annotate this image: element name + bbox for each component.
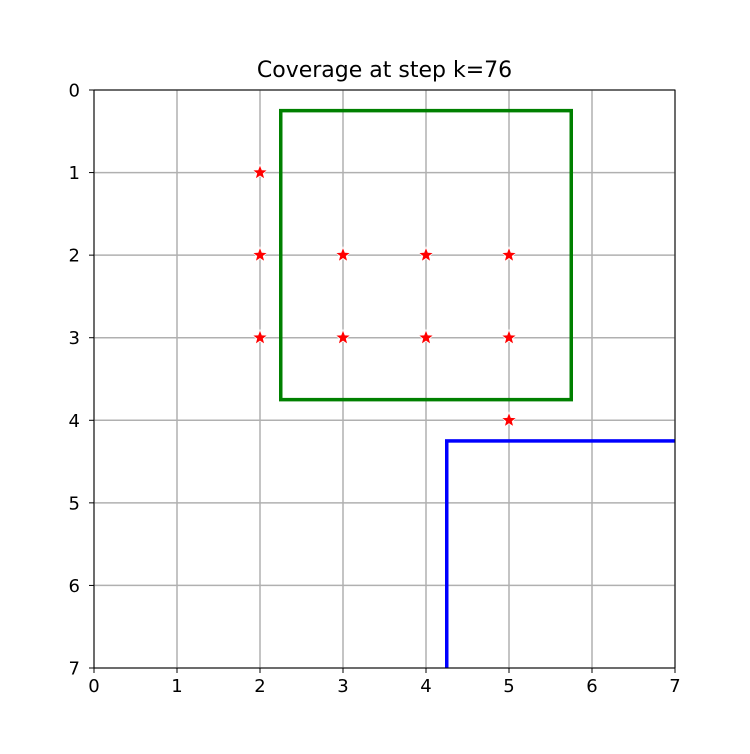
x-tick-label: 5 — [503, 676, 514, 697]
plot-background — [94, 90, 675, 668]
x-tick-label: 4 — [420, 676, 431, 697]
coverage-rectangle-1 — [279, 108, 573, 402]
target-point-star — [334, 246, 352, 263]
target-point-star — [334, 328, 352, 346]
target-point-star — [417, 246, 435, 263]
coverage-regions — [279, 108, 675, 668]
y-tick-label: 7 — [69, 659, 80, 680]
x-tick-label: 6 — [586, 676, 597, 697]
x-tick-label: 1 — [171, 676, 182, 697]
target-point-star — [500, 411, 518, 428]
x-tick-label: 2 — [254, 676, 265, 697]
target-point-star — [417, 328, 435, 346]
y-tick-label: 3 — [69, 328, 80, 349]
coverage-rectangle-2 — [445, 439, 675, 668]
y-tick-label: 1 — [69, 163, 80, 184]
target-point-star — [500, 328, 518, 346]
y-tick-label: 2 — [69, 246, 80, 267]
x-tick-label: 0 — [88, 676, 99, 697]
chart-title: Coverage at step k=76 — [257, 58, 512, 83]
y-tick-label: 6 — [69, 576, 80, 597]
y-tick-label: 0 — [69, 81, 80, 102]
target-point-star — [500, 246, 518, 263]
y-tick-label: 5 — [69, 493, 80, 514]
y-tick-label: 4 — [69, 411, 80, 432]
axes-frame — [93, 89, 676, 669]
x-tick-label: 3 — [337, 676, 348, 697]
target-points — [251, 163, 518, 428]
target-point-star — [251, 328, 269, 346]
grid — [93, 89, 676, 669]
x-tick-label: 7 — [669, 676, 680, 697]
target-point-star — [251, 246, 269, 263]
target-point-star — [251, 163, 269, 180]
